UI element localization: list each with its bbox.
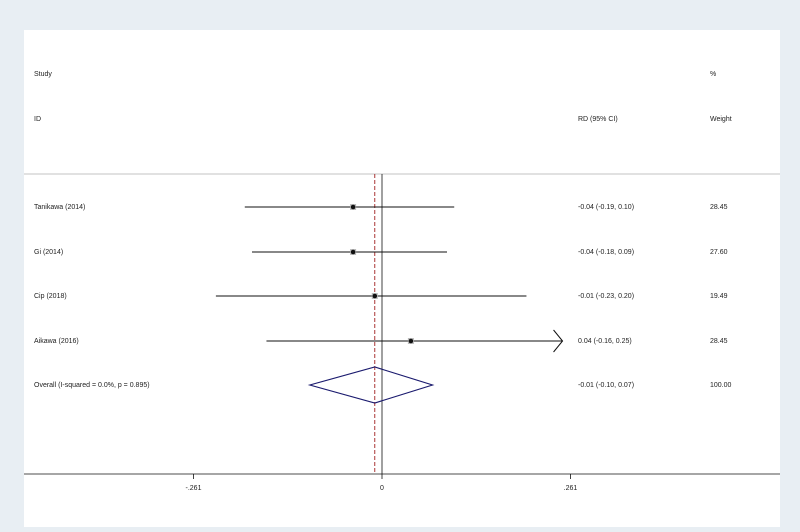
x-ticks: -.261 0 .261: [186, 474, 578, 492]
study-label: Aikawa (2016): [34, 338, 79, 345]
header-effect: RD (95% CI): [578, 116, 618, 123]
x-tick-label: .261: [564, 485, 578, 492]
overall-weight: 100.00: [710, 382, 732, 389]
forest-plot: Study ID RD (95% CI) % Weight Tanikawa (…: [24, 71, 780, 492]
study-label: Gi (2014): [34, 249, 63, 256]
point-estimate: [350, 204, 356, 210]
point-estimate: [350, 249, 356, 255]
x-tick-label: 0: [380, 485, 384, 492]
studies-layer: Tanikawa (2014) -0.04 (-0.19, 0.10) 28.45 G…: [34, 204, 728, 353]
study-ci: -0.01 (-0.23, 0.20): [578, 293, 634, 300]
study-weight: 27.60: [710, 249, 728, 256]
study-row: Cip (2018) -0.01 (-0.23, 0.20) 19.49: [34, 293, 728, 300]
study-row: Tanikawa (2014) -0.04 (-0.19, 0.10) 28.45: [34, 204, 728, 211]
point-estimate: [408, 338, 414, 344]
study-label: Cip (2018): [34, 293, 67, 300]
study-row: Aikawa (2016) 0.04 (-0.16, 0.25) 28.45: [34, 329, 728, 353]
header-weight: Weight: [710, 116, 732, 123]
header-row: Study ID RD (95% CI) % Weight: [34, 71, 732, 123]
overall-ci: -0.01 (-0.10, 0.07): [578, 382, 634, 389]
header-percent: %: [710, 71, 716, 78]
study-weight: 19.49: [710, 293, 728, 300]
overall-diamond: [307, 366, 435, 404]
study-ci: -0.04 (-0.19, 0.10): [578, 204, 634, 211]
forest-plot-panel: Study ID RD (95% CI) % Weight Tanikawa (…: [24, 30, 780, 527]
overall-label: Overall (I-squared = 0.0%, p = 0.895): [34, 382, 150, 389]
study-weight: 28.45: [710, 204, 728, 211]
study-ci: 0.04 (-0.16, 0.25): [578, 338, 632, 345]
point-estimate: [372, 293, 378, 299]
study-row: Gi (2014) -0.04 (-0.18, 0.09) 27.60: [34, 249, 728, 256]
study-weight: 28.45: [710, 338, 728, 345]
header-id: ID: [34, 116, 41, 123]
study-ci: -0.04 (-0.18, 0.09): [578, 249, 634, 256]
x-tick-label: -.261: [186, 485, 202, 492]
study-label: Tanikawa (2014): [34, 204, 85, 211]
overall-row: Overall (I-squared = 0.0%, p = 0.895) -0…: [34, 366, 732, 404]
ci-truncation-arrow: [553, 329, 564, 353]
header-study: Study: [34, 71, 52, 78]
